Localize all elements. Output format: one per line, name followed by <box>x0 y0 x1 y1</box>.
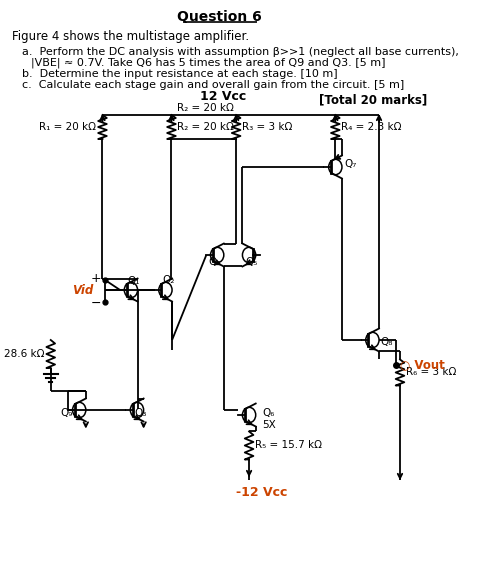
Text: a.  Perform the DC analysis with assumption β>>1 (neglect all base currents),: a. Perform the DC analysis with assumpti… <box>22 47 459 57</box>
Text: Vid: Vid <box>73 284 94 297</box>
Text: −: − <box>91 297 102 310</box>
Text: Q₂: Q₂ <box>163 275 175 285</box>
Text: R₆ = 3 kΩ: R₆ = 3 kΩ <box>406 368 456 377</box>
Text: Q₅: Q₅ <box>245 257 258 267</box>
Text: -12 Vcc: -12 Vcc <box>236 486 288 499</box>
Text: 12 Vcc: 12 Vcc <box>200 90 246 103</box>
Text: Q₉: Q₉ <box>60 408 72 418</box>
Text: ○ Vout: ○ Vout <box>400 359 445 372</box>
Text: R₂ = 20 kΩ: R₂ = 20 kΩ <box>177 122 234 132</box>
Text: R₅ = 15.7 kΩ: R₅ = 15.7 kΩ <box>255 440 322 451</box>
Text: 5X: 5X <box>262 420 276 430</box>
Text: 28.6 kΩ: 28.6 kΩ <box>4 349 45 359</box>
Text: R₂ = 20 kΩ: R₂ = 20 kΩ <box>177 103 234 113</box>
Text: b.  Determine the input resistance at each stage. [10 m]: b. Determine the input resistance at eac… <box>22 69 338 79</box>
Text: R₃ = 3 kΩ: R₃ = 3 kΩ <box>242 122 293 132</box>
Text: c.  Calculate each stage gain and overall gain from the circuit. [5 m]: c. Calculate each stage gain and overall… <box>22 80 404 90</box>
Text: Q₃: Q₃ <box>134 408 147 418</box>
Text: +: + <box>91 272 102 285</box>
Text: Q₄: Q₄ <box>208 257 221 267</box>
Text: Q₇: Q₇ <box>345 159 357 169</box>
Text: Q₈: Q₈ <box>380 337 392 347</box>
Text: [Total 20 marks]: [Total 20 marks] <box>319 93 427 106</box>
Text: Q₁: Q₁ <box>127 276 140 286</box>
Text: R₄ = 2.3 kΩ: R₄ = 2.3 kΩ <box>341 122 402 132</box>
Text: Question 6: Question 6 <box>177 10 262 24</box>
Text: Q₆: Q₆ <box>262 408 275 418</box>
Text: R₁ = 20 kΩ: R₁ = 20 kΩ <box>40 122 96 132</box>
Text: Figure 4 shows the multistage amplifier.: Figure 4 shows the multistage amplifier. <box>12 30 249 43</box>
Text: |VBE| ≈ 0.7V. Take Q6 has 5 times the area of Q9 and Q3. [5 m]: |VBE| ≈ 0.7V. Take Q6 has 5 times the ar… <box>31 58 385 68</box>
